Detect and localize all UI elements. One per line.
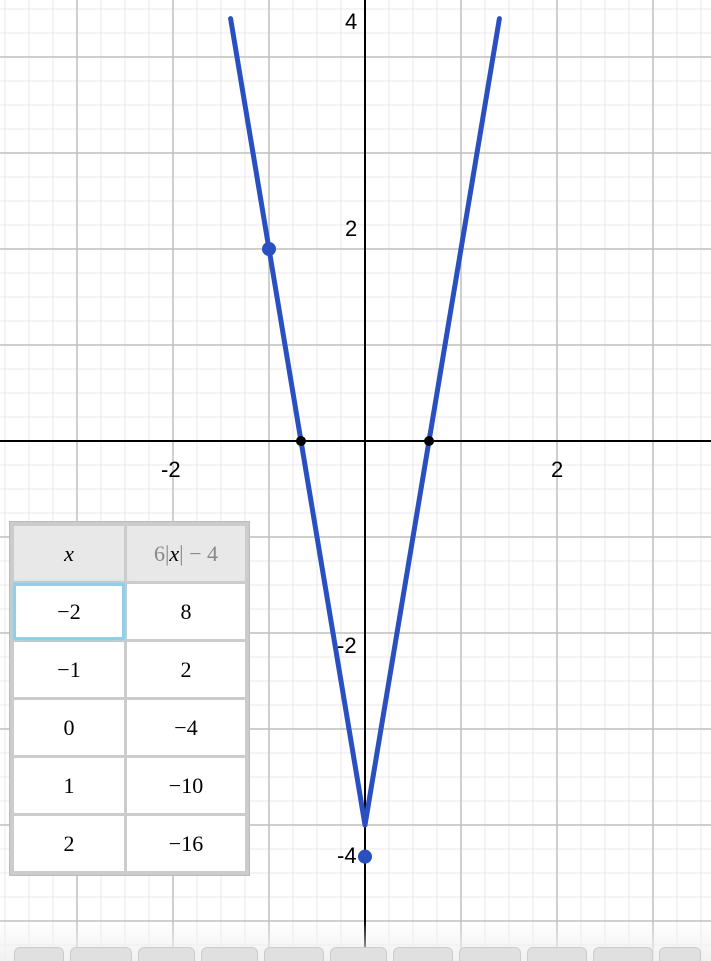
table-cell-x[interactable]: 1 (14, 758, 124, 813)
table-cell-x[interactable]: 2 (14, 816, 124, 871)
table-cell-y[interactable]: −10 (127, 758, 245, 813)
graph-point[interactable] (358, 850, 372, 864)
table-cell-x[interactable]: −2 (14, 584, 124, 639)
bottom-tab-stub[interactable] (593, 947, 653, 961)
table-cell-y[interactable]: −4 (127, 700, 245, 755)
bottom-tab-stub[interactable] (264, 947, 324, 961)
graph-point[interactable] (262, 242, 276, 256)
table-row: 2−16 (14, 816, 245, 871)
graph-point[interactable] (296, 436, 306, 446)
bottom-tab-stub[interactable] (527, 947, 587, 961)
bottom-tab-stub[interactable] (393, 947, 453, 961)
function-values-table[interactable]: x 6|x| − 4 −28−120−41−102−16 (10, 522, 249, 875)
bottom-tab-stub[interactable] (138, 947, 195, 961)
axis-tick-label: 2 (551, 457, 563, 483)
axis-tick-label: 4 (345, 9, 357, 35)
bottom-tab-stub[interactable] (201, 947, 258, 961)
axis-tick-label: -2 (337, 633, 357, 659)
table-header-x: x (14, 526, 124, 581)
table-row: −12 (14, 642, 245, 697)
bottom-tab-stub[interactable] (659, 947, 701, 961)
axis-tick-label: 2 (345, 216, 357, 242)
table-row: 0−4 (14, 700, 245, 755)
table-header-formula: 6|x| − 4 (127, 526, 245, 581)
table-cell-y[interactable]: −16 (127, 816, 245, 871)
axis-tick-label: -2 (161, 457, 181, 483)
table-row: −28 (14, 584, 245, 639)
table-row: 1−10 (14, 758, 245, 813)
table-cell-x[interactable]: −1 (14, 642, 124, 697)
bottom-tab-stub[interactable] (330, 947, 387, 961)
bottom-tab-stub[interactable] (70, 947, 132, 961)
graph-point[interactable] (424, 436, 434, 446)
bottom-tab-stub[interactable] (14, 947, 64, 961)
axis-tick-label: -4 (337, 843, 357, 869)
table-cell-y[interactable]: 2 (127, 642, 245, 697)
bottom-tab-stub[interactable] (459, 947, 521, 961)
table-cell-y[interactable]: 8 (127, 584, 245, 639)
table-cell-x[interactable]: 0 (14, 700, 124, 755)
